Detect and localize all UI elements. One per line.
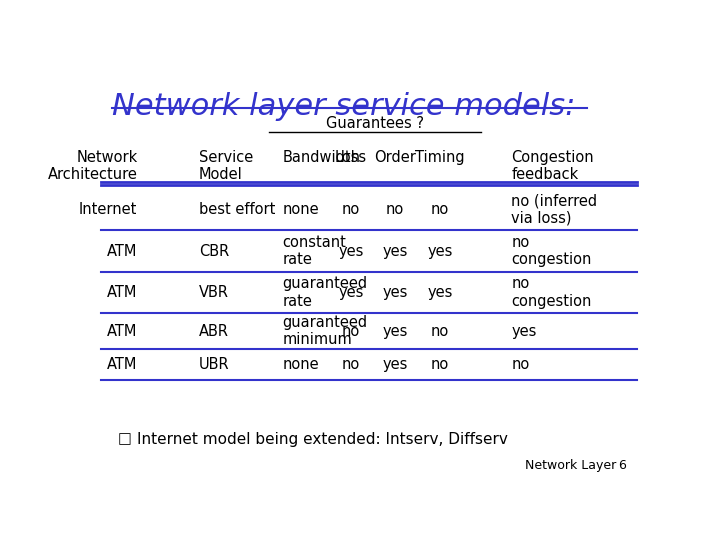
Text: Order: Order (374, 150, 416, 165)
Text: no: no (511, 357, 529, 372)
Text: UBR: UBR (199, 357, 230, 372)
Text: yes: yes (382, 323, 408, 339)
Text: Congestion
feedback: Congestion feedback (511, 150, 594, 183)
Text: no: no (342, 357, 360, 372)
Text: Internet: Internet (79, 202, 138, 217)
Text: Bandwidth: Bandwidth (282, 150, 361, 165)
Text: Loss: Loss (335, 150, 367, 165)
Text: ATM: ATM (107, 357, 138, 372)
Text: ATM: ATM (107, 244, 138, 259)
Text: Internet model being extended: Intserv, Diffserv: Internet model being extended: Intserv, … (138, 431, 508, 447)
Text: yes: yes (511, 323, 536, 339)
Text: guaranteed
rate: guaranteed rate (282, 276, 368, 309)
Text: ATM: ATM (107, 285, 138, 300)
Text: no (inferred
via loss): no (inferred via loss) (511, 193, 598, 226)
Text: no
congestion: no congestion (511, 235, 592, 267)
Text: yes: yes (427, 285, 453, 300)
Text: yes: yes (427, 244, 453, 259)
Text: Network layer service models:: Network layer service models: (112, 92, 576, 121)
Text: constant
rate: constant rate (282, 235, 346, 267)
Text: guaranteed
minimum: guaranteed minimum (282, 315, 368, 347)
Text: 6: 6 (618, 460, 626, 472)
Text: none: none (282, 202, 319, 217)
Text: VBR: VBR (199, 285, 229, 300)
Text: Service
Model: Service Model (199, 150, 253, 183)
Text: Guarantees ?: Guarantees ? (325, 116, 423, 131)
Text: yes: yes (382, 244, 408, 259)
Text: ATM: ATM (107, 323, 138, 339)
Text: no: no (342, 202, 360, 217)
Text: ABR: ABR (199, 323, 229, 339)
Text: □: □ (118, 431, 132, 447)
Text: no: no (431, 323, 449, 339)
Text: no: no (431, 202, 449, 217)
Text: CBR: CBR (199, 244, 229, 259)
Text: yes: yes (338, 285, 364, 300)
Text: Network Layer: Network Layer (526, 460, 616, 472)
Text: yes: yes (338, 244, 364, 259)
Text: yes: yes (382, 285, 408, 300)
Text: yes: yes (382, 357, 408, 372)
Text: no
congestion: no congestion (511, 276, 592, 309)
Text: none: none (282, 357, 319, 372)
Text: Network
Architecture: Network Architecture (48, 150, 138, 183)
Text: Timing: Timing (415, 150, 464, 165)
Text: no: no (431, 357, 449, 372)
Text: no: no (342, 323, 360, 339)
Text: best effort: best effort (199, 202, 275, 217)
Text: no: no (386, 202, 405, 217)
